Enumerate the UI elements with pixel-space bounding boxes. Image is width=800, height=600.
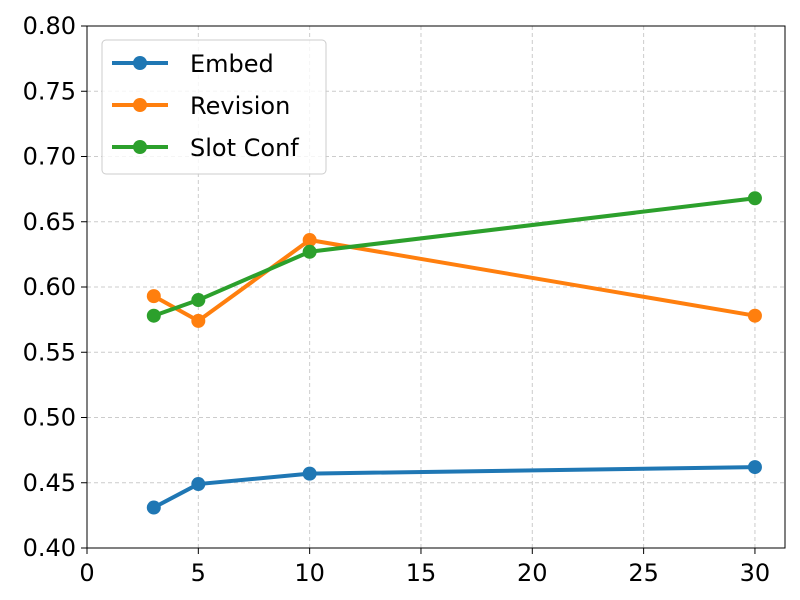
series-line-embed: [151, 465, 757, 510]
legend-label-slot-conf: Slot Conf: [190, 134, 299, 162]
data-point-embed: [747, 460, 762, 475]
series-slot-conf: [146, 191, 762, 323]
data-point-slot-conf: [191, 293, 206, 308]
legend-marker-embed: [133, 56, 147, 70]
y-tick-label: 0.60: [23, 273, 76, 301]
y-tick-label: 0.70: [23, 143, 76, 171]
legend-entry-revision: Revision: [112, 92, 290, 120]
x-axis: 0 5 10 15 20 25 30: [79, 548, 770, 587]
data-point-slot-conf: [146, 308, 161, 323]
x-tick-label: 25: [628, 559, 659, 587]
data-point-embed: [146, 500, 161, 515]
x-tick-label: 20: [517, 559, 548, 587]
data-point-slot-conf: [302, 244, 317, 259]
data-point-revision: [146, 289, 161, 304]
y-tick-label: 0.45: [23, 469, 76, 497]
x-tick-label: 10: [294, 559, 325, 587]
x-tick-label: 30: [740, 559, 771, 587]
legend: Embed Revision Slot Conf: [101, 39, 327, 175]
legend-entry-embed: Embed: [112, 50, 274, 78]
data-point-revision: [191, 313, 206, 328]
legend-label-revision: Revision: [190, 92, 290, 120]
series-embed: [146, 460, 762, 515]
series-layer: [146, 191, 762, 515]
series-line-slot-conf: [151, 196, 757, 318]
legend-box: [101, 39, 327, 175]
y-tick-label: 0.40: [23, 534, 76, 562]
x-tick-label: 5: [191, 559, 206, 587]
legend-marker-slot-conf: [133, 140, 147, 154]
data-point-revision: [302, 233, 317, 248]
data-point-revision: [747, 308, 762, 323]
y-tick-label: 0.65: [23, 208, 76, 236]
y-tick-label: 0.80: [23, 12, 76, 40]
legend-marker-revision: [133, 98, 147, 112]
y-tick-label: 0.50: [23, 404, 76, 432]
legend-label-embed: Embed: [190, 50, 274, 78]
data-point-embed: [302, 466, 317, 481]
y-tick-label: 0.75: [23, 77, 76, 105]
legend-entry-slot-conf: Slot Conf: [112, 134, 299, 162]
data-point-embed: [191, 477, 206, 492]
y-axis: 0.40 0.45 0.50 0.55 0.60 0.65 0.70 0.75 0.80: [23, 12, 87, 562]
x-tick-label: 15: [406, 559, 437, 587]
data-point-slot-conf: [747, 191, 762, 206]
x-tick-label: 0: [79, 559, 94, 587]
y-tick-label: 0.55: [23, 338, 76, 366]
